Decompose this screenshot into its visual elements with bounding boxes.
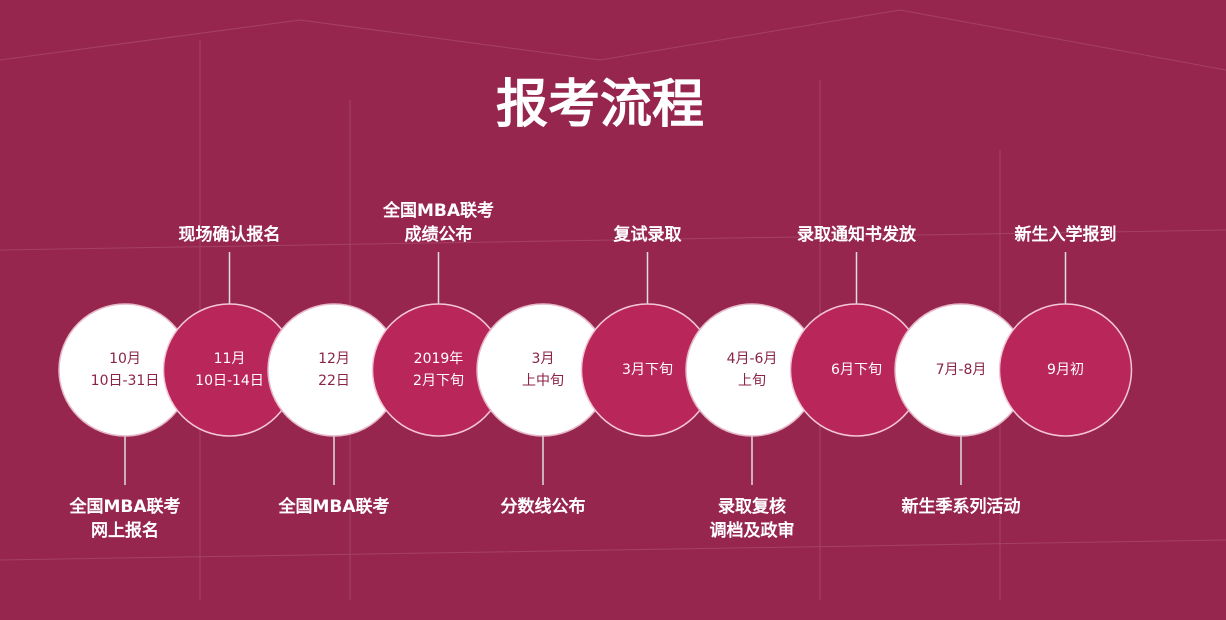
step-date: 2月下旬: [413, 373, 464, 389]
step-label: 调档及政审: [710, 520, 795, 541]
step-date: 7月-8月: [936, 362, 987, 378]
step-label: 全国MBA联考: [68, 496, 180, 517]
step-date: 12月: [318, 351, 350, 367]
step-date: 2019年: [414, 351, 464, 367]
step-label: 录取复核: [718, 496, 786, 517]
step-date: 11月: [214, 351, 246, 367]
step-date: 10月: [109, 351, 141, 367]
step-date: 4月-6月: [727, 351, 778, 367]
step-label: 新生季系列活动: [902, 496, 1021, 517]
step-label: 全国MBA联考: [382, 200, 494, 221]
step-date: 3月: [532, 351, 555, 367]
step-date: 3月下旬: [622, 362, 673, 378]
step-circle: [998, 303, 1133, 437]
title: 报考流程: [496, 75, 704, 135]
step-label: 新生入学报到: [1015, 224, 1117, 245]
step-date: 10日-31日: [91, 373, 160, 389]
step-label: 录取通知书发放: [797, 224, 917, 245]
step-date: 上中旬: [522, 373, 564, 389]
step-date: 22日: [318, 373, 350, 389]
step-label: 现场确认报名: [179, 224, 281, 245]
step-label: 复试录取: [613, 224, 682, 245]
step-date: 6月下旬: [831, 362, 882, 378]
step-label: 网上报名: [91, 520, 159, 541]
step-label: 成绩公布: [405, 224, 473, 245]
step-date: 上旬: [738, 373, 766, 389]
step-label: 分数线公布: [501, 496, 586, 517]
step-date: 10日-14日: [195, 373, 264, 389]
step-date: 9月初: [1047, 361, 1084, 378]
step-label: 全国MBA联考: [277, 496, 389, 517]
